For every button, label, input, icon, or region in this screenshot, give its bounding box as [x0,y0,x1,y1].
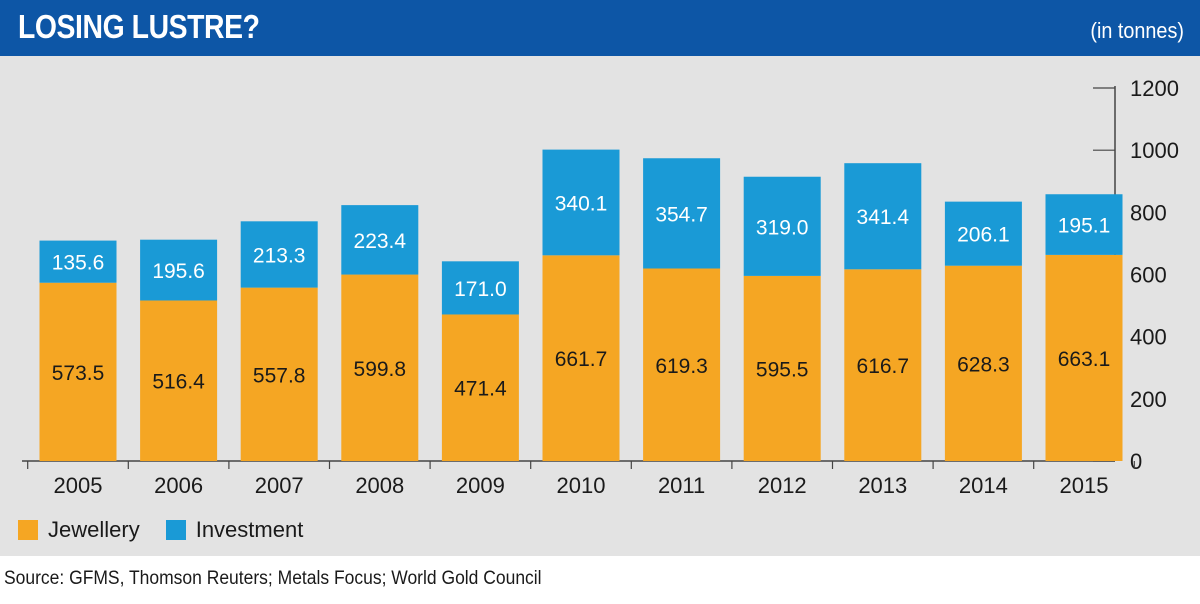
stacked-bar-chart: 0 200 400 600 800 1000 1200 573.5 135.6 2005 516.4… [22,76,1179,498]
x-tick-label: 2014 [959,473,1008,498]
data-label-jewellery: 628.3 [957,353,1010,376]
data-label-investment: 341.4 [857,206,910,229]
bar-investment-2005 [39,240,117,283]
bar-investment-2014 [944,201,1022,266]
chart-title: LOSING LUSTRE? [18,8,260,45]
y-tick-label: 0 [1130,449,1142,474]
x-tick-label: 2011 [658,473,705,498]
legend-label-investment: Investment [195,517,304,542]
bar-investment-2013 [844,163,922,270]
bar-jewellery-2013 [844,269,922,461]
bar-investment-2010 [542,149,620,256]
x-tick-label: 2009 [456,473,505,498]
bar-jewellery-2008 [341,274,419,461]
x-tick-label: 2005 [54,473,103,498]
legend-item-jewellery: Jewellery [18,517,140,543]
bar-jewellery-2011 [643,268,721,461]
bar-investment-2006 [140,239,218,301]
legend-item-investment: Investment [165,517,304,543]
y-tick-label: 800 [1130,200,1167,225]
data-label-jewellery: 573.5 [52,362,105,385]
data-label-investment: 319.0 [756,216,809,239]
data-label-jewellery: 663.1 [1058,348,1111,371]
bar-jewellery-2012 [743,275,821,461]
bar-jewellery-2005 [39,282,117,461]
bar-jewellery-2014 [944,265,1022,461]
bar-investment-2012 [743,176,821,276]
bar-jewellery-2007 [240,287,318,461]
bar-jewellery-2009 [441,314,519,461]
unit-label: (in tonnes) [1090,18,1184,43]
data-label-investment: 195.6 [152,260,205,283]
bar-investment-2015 [1045,194,1123,255]
header-bar: LOSING LUSTRE? (in tonnes) [0,0,1200,56]
legend-swatch-jewellery [18,520,38,540]
source-text: Source: GFMS, Thomson Reuters; Metals Fo… [4,568,542,589]
data-label-investment: 135.6 [52,252,105,275]
bar-investment-2008 [341,205,419,275]
y-tick-label: 200 [1130,387,1167,412]
x-tick-label: 2015 [1060,473,1109,498]
y-tick-label: 1000 [1130,138,1179,163]
data-label-investment: 340.1 [555,192,608,215]
x-tick-label: 2012 [758,473,807,498]
data-label-jewellery: 557.8 [253,364,306,387]
bar-jewellery-2006 [140,300,218,461]
x-tick-label: 2013 [858,473,907,498]
data-label-jewellery: 619.3 [655,355,708,378]
data-label-investment: 354.7 [655,203,708,226]
legend: Jewellery Investment [18,515,329,545]
data-label-jewellery: 516.4 [152,371,205,394]
x-tick-label: 2008 [355,473,404,498]
y-tick-label: 600 [1130,263,1167,288]
x-tick-label: 2007 [255,473,304,498]
legend-label-jewellery: Jewellery [48,517,140,542]
source-note: Source: GFMS, Thomson Reuters; Metals Fo… [0,565,1200,604]
bar-investment-2009 [441,261,519,315]
data-label-investment: 171.0 [454,278,507,301]
data-label-investment: 195.1 [1058,215,1111,238]
bar-investment-2011 [643,158,721,269]
legend-swatch-investment [165,520,186,540]
data-label-jewellery: 471.4 [454,378,507,401]
data-label-investment: 213.3 [253,244,306,267]
data-label-investment: 223.4 [354,230,407,253]
y-tick-label: 400 [1130,325,1167,350]
y-tick-label: 1200 [1130,76,1179,101]
x-tick-label: 2006 [154,473,203,498]
data-label-investment: 206.1 [957,224,1010,247]
data-label-jewellery: 599.8 [354,358,407,381]
x-tick-label: 2010 [557,473,606,498]
bar-jewellery-2015 [1045,254,1123,461]
data-label-jewellery: 595.5 [756,358,809,381]
bar-investment-2007 [240,221,318,288]
data-label-jewellery: 616.7 [857,355,910,378]
data-label-jewellery: 661.7 [555,348,608,371]
bar-jewellery-2010 [542,255,620,461]
